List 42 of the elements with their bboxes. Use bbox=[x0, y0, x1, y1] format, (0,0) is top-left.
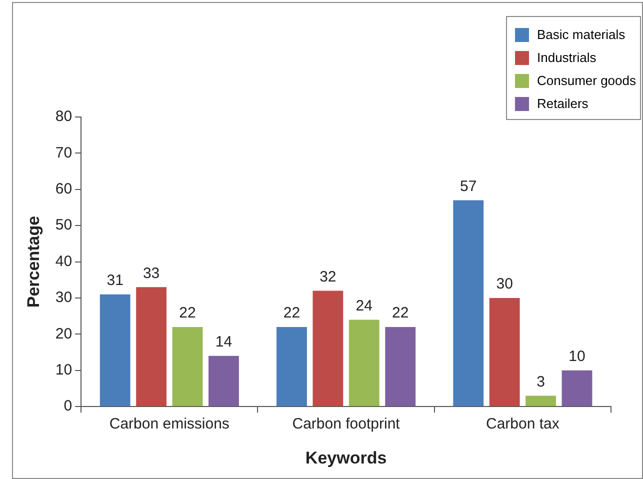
data-label: 22 bbox=[283, 304, 300, 322]
bar bbox=[136, 287, 167, 406]
bar bbox=[100, 294, 130, 406]
x-tick-label: Carbon emissions bbox=[109, 416, 230, 433]
y-tick-label: 10 bbox=[55, 362, 72, 379]
bar bbox=[453, 200, 484, 406]
legend-label: Industrials bbox=[537, 50, 596, 65]
y-tick-label: 50 bbox=[55, 216, 72, 234]
data-label: 3 bbox=[536, 373, 545, 390]
data-label: 22 bbox=[392, 304, 409, 322]
y-tick-label: 40 bbox=[55, 252, 72, 270]
bar bbox=[489, 298, 520, 406]
bar bbox=[348, 320, 380, 406]
data-label: 31 bbox=[106, 272, 124, 290]
data-label: 30 bbox=[496, 276, 513, 293]
bar bbox=[312, 290, 344, 406]
legend-label: Basic materials bbox=[537, 27, 626, 42]
y-tick-label: 20 bbox=[55, 325, 72, 342]
bar bbox=[276, 326, 307, 406]
legend-label: Retailers bbox=[537, 96, 588, 111]
bar bbox=[562, 370, 592, 406]
bar bbox=[526, 396, 556, 406]
y-tick-label: 0 bbox=[64, 398, 72, 415]
y-tick-label: 80 bbox=[55, 108, 72, 126]
x-tick-label: Carbon footprint bbox=[292, 416, 401, 433]
y-tick-label: 30 bbox=[55, 289, 72, 306]
y-tick-label: 70 bbox=[55, 144, 72, 162]
x-tick-label: Carbon tax bbox=[486, 416, 560, 433]
data-label: 22 bbox=[179, 304, 196, 322]
data-label: 33 bbox=[142, 264, 160, 282]
data-label: 24 bbox=[356, 297, 372, 314]
data-label: 10 bbox=[568, 348, 586, 366]
data-label: 57 bbox=[460, 178, 477, 195]
bar bbox=[208, 356, 239, 406]
bar bbox=[172, 326, 203, 406]
bar bbox=[385, 326, 416, 406]
data-label: 32 bbox=[320, 268, 336, 286]
y-axis-title: Percentage bbox=[24, 216, 43, 308]
data-label: 14 bbox=[215, 334, 232, 351]
y-tick-label: 60 bbox=[55, 180, 72, 198]
legend-label: Consumer goods bbox=[537, 73, 636, 88]
x-axis-title: Keywords bbox=[305, 448, 387, 468]
